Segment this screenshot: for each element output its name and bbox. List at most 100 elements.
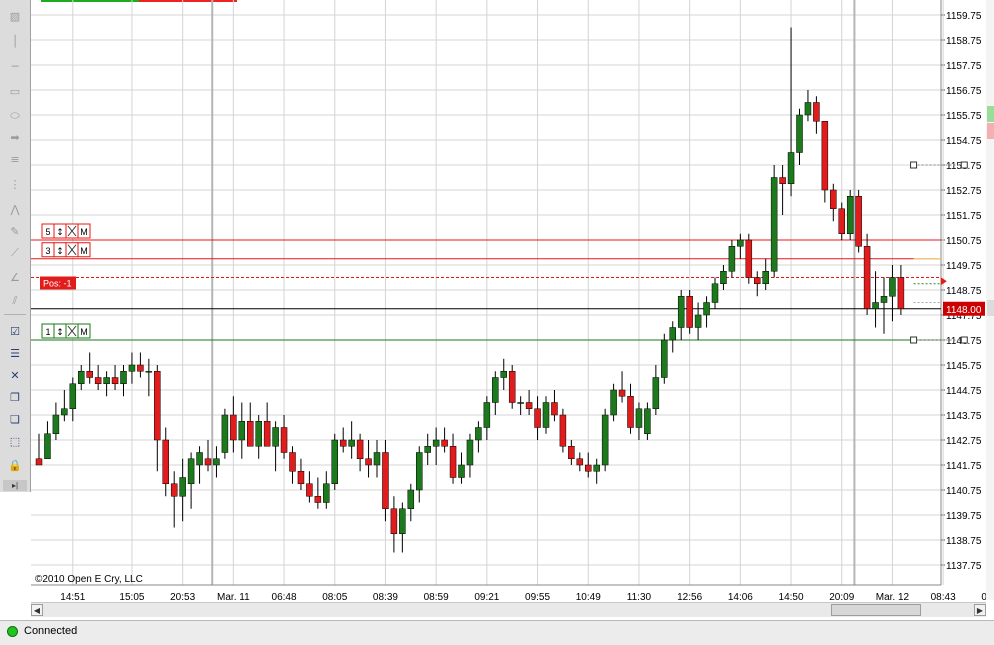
price-chart[interactable]: 1159.75 1158.75 1157.75 1156.75 1155.75 1154.… bbox=[31, 0, 986, 600]
x-tick-label: 10:49 bbox=[576, 592, 601, 600]
pitchfork-icon[interactable]: ⋀ bbox=[10, 202, 20, 216]
lock-icon[interactable]: 🔒 bbox=[8, 458, 22, 472]
candle-body bbox=[517, 402, 524, 404]
candle-body bbox=[593, 464, 600, 472]
modify-order-button[interactable]: M bbox=[80, 227, 88, 237]
horizontal-scrollbar[interactable]: ◀ ▶ bbox=[31, 602, 986, 617]
bracket-handle[interactable] bbox=[960, 336, 968, 344]
candle-body bbox=[204, 458, 212, 466]
candle-body bbox=[686, 296, 693, 328]
candle-body bbox=[263, 421, 271, 447]
top-strip-red bbox=[139, 0, 237, 2]
candle-body bbox=[187, 458, 195, 484]
candle-body bbox=[52, 414, 60, 434]
y-tick-label: 1155.75 bbox=[946, 111, 982, 122]
y-tick-label: 1156.75 bbox=[946, 86, 982, 97]
candle-body bbox=[635, 408, 643, 428]
candle-body bbox=[103, 377, 110, 384]
order-box[interactable] bbox=[77, 323, 91, 339]
current-price-arrow-icon bbox=[940, 277, 947, 286]
candle-body bbox=[821, 121, 829, 191]
candle-body bbox=[449, 446, 457, 478]
candle-body bbox=[348, 439, 355, 447]
x-tick-label: 14:06 bbox=[728, 592, 753, 600]
select-icon[interactable]: ⬚ bbox=[9, 434, 21, 448]
order-quantity[interactable]: 5 bbox=[45, 227, 50, 237]
buy-order-1-widget[interactable]: 1 ↕ M bbox=[41, 323, 91, 339]
toolbar-separator bbox=[4, 314, 26, 315]
order-quantity[interactable]: 1 bbox=[45, 327, 50, 337]
candle-body bbox=[542, 402, 550, 428]
gann-fan-icon[interactable]: ⟋ bbox=[11, 246, 19, 259]
candle-body bbox=[306, 483, 313, 497]
scroll-left-arrow-icon[interactable]: ◀ bbox=[31, 604, 43, 616]
fibonacci-icon[interactable]: ≡ bbox=[10, 152, 20, 166]
properties-icon[interactable]: ☑ bbox=[10, 324, 20, 338]
candle-body bbox=[652, 377, 660, 409]
drag-order-icon[interactable]: ↕ bbox=[56, 228, 64, 238]
candle-body bbox=[762, 271, 769, 284]
cancel-order-icon[interactable] bbox=[67, 225, 77, 237]
order-box[interactable] bbox=[77, 223, 91, 239]
text-note-icon[interactable]: ▭ bbox=[9, 84, 21, 98]
sell-order-1-widget[interactable]: 5 ↕ M bbox=[41, 223, 91, 239]
cancel-order-icon[interactable] bbox=[67, 325, 77, 337]
pencil-icon[interactable]: ✎ bbox=[10, 224, 20, 238]
x-tick-label: 11:30 bbox=[627, 592, 652, 600]
bracket-handle[interactable] bbox=[910, 336, 918, 344]
candle-body bbox=[432, 439, 440, 447]
ellipse-icon[interactable]: ⬭ bbox=[10, 109, 20, 122]
candle-body bbox=[830, 189, 837, 209]
arrow-icon[interactable]: ➡ bbox=[10, 130, 20, 144]
candle-body bbox=[247, 421, 254, 447]
candle-body bbox=[728, 246, 736, 272]
regression-icon[interactable]: ⫽ bbox=[12, 294, 18, 307]
cancel-order-icon[interactable] bbox=[67, 244, 77, 256]
y-tick-label: 1157.75 bbox=[946, 61, 982, 72]
x-tick-label: Mar, 11 bbox=[217, 592, 250, 600]
y-tick-label: 1143.75 bbox=[946, 411, 982, 422]
channel-icon[interactable]: ∠ bbox=[10, 270, 20, 284]
right-edge-strip bbox=[986, 0, 994, 600]
hatch-tool-icon[interactable]: ▨ bbox=[9, 9, 21, 23]
y-tick-label: 1145.75 bbox=[946, 361, 982, 372]
candle-body bbox=[838, 208, 845, 234]
bracket-handle[interactable] bbox=[960, 161, 968, 169]
candle-body bbox=[196, 452, 203, 466]
horizontal-line-icon[interactable]: ─ bbox=[11, 59, 19, 73]
candle-body bbox=[754, 277, 761, 284]
candle-body bbox=[128, 364, 136, 372]
bracket-handle[interactable] bbox=[910, 161, 918, 169]
sell-order-2-widget[interactable]: 3 ↕ M bbox=[41, 242, 91, 258]
candle-body bbox=[551, 402, 558, 416]
position-badge[interactable] bbox=[40, 276, 76, 290]
order-box[interactable] bbox=[77, 242, 91, 258]
object-list-icon[interactable]: ☰ bbox=[10, 346, 20, 360]
modify-order-button[interactable]: M bbox=[80, 246, 88, 256]
status-bar: Connected bbox=[0, 620, 994, 645]
collapse-toolbar-button[interactable]: ▸| bbox=[3, 480, 27, 491]
copy-icon[interactable]: ❐ bbox=[10, 390, 20, 404]
y-tick-label: 1158.75 bbox=[946, 36, 982, 47]
y-tick-label: 1144.75 bbox=[946, 386, 982, 397]
candle-body bbox=[872, 302, 879, 309]
candle-body bbox=[601, 414, 609, 466]
vertical-line-icon[interactable]: │ bbox=[11, 34, 19, 48]
candle-body bbox=[441, 439, 448, 447]
paste-icon[interactable]: ❏ bbox=[10, 412, 20, 426]
drag-order-icon[interactable]: ↕ bbox=[56, 247, 64, 257]
candle-body bbox=[889, 277, 896, 297]
fib-extension-icon[interactable]: ⋮ bbox=[9, 177, 21, 191]
delete-icon[interactable]: ✕ bbox=[10, 368, 20, 382]
candle-body bbox=[458, 464, 465, 478]
y-tick-label: 1139.75 bbox=[946, 511, 982, 522]
scrollbar-thumb[interactable] bbox=[831, 604, 921, 616]
candle-body bbox=[179, 477, 186, 497]
order-quantity[interactable]: 3 bbox=[45, 246, 50, 256]
scroll-right-arrow-icon[interactable]: ▶ bbox=[974, 604, 986, 616]
candle-body bbox=[145, 371, 153, 373]
drag-order-icon[interactable]: ↕ bbox=[56, 328, 64, 338]
y-tick-label: 1149.75 bbox=[946, 261, 982, 272]
modify-order-button[interactable]: M bbox=[80, 327, 88, 337]
candle-body bbox=[170, 483, 178, 497]
